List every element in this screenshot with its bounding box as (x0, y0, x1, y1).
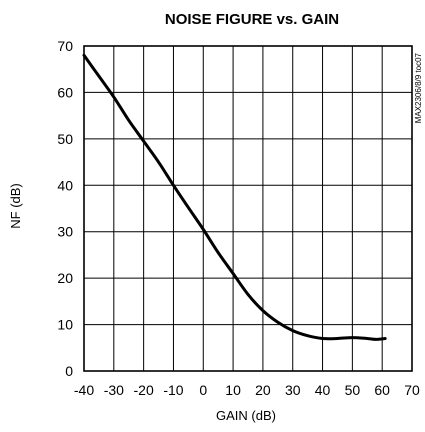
x-tick-label: -10 (163, 382, 183, 398)
y-tick-label: 60 (57, 84, 73, 100)
y-tick-label: 20 (57, 270, 73, 286)
chart-reference-note: MAX2306/8/9 toc07 (414, 52, 423, 123)
y-tick-label: 10 (57, 317, 73, 333)
y-tick-label: 0 (65, 363, 73, 379)
x-tick-label: 20 (255, 382, 271, 398)
x-tick-label: 0 (199, 382, 207, 398)
plot-area: -40 -30 -20 -10 0 10 20 30 40 50 60 70 0 10 20 30 40 50 60… (57, 38, 420, 398)
x-tick-label: 60 (374, 382, 390, 398)
x-tick-label: -40 (74, 382, 94, 398)
chart-title: NOISE FIGURE vs. GAIN (165, 11, 339, 28)
y-tick-label: 40 (57, 177, 73, 193)
x-tick-label: 30 (285, 382, 301, 398)
x-tick-label: 10 (225, 382, 241, 398)
x-axis-label: GAIN (dB) (216, 408, 276, 423)
noise-figure-curve (82, 53, 387, 341)
x-tick-label: 50 (345, 382, 361, 398)
x-tick-label: -30 (104, 382, 124, 398)
y-tick-label: 50 (57, 131, 73, 147)
y-tick-label: 70 (57, 38, 73, 54)
x-tick-label: -20 (134, 382, 154, 398)
x-tick-label: 70 (404, 382, 420, 398)
x-tick-label: 40 (315, 382, 331, 398)
y-tick-label: 30 (57, 224, 73, 240)
plot-frame (83, 45, 413, 372)
y-axis-label: NF (dB) (8, 183, 23, 229)
